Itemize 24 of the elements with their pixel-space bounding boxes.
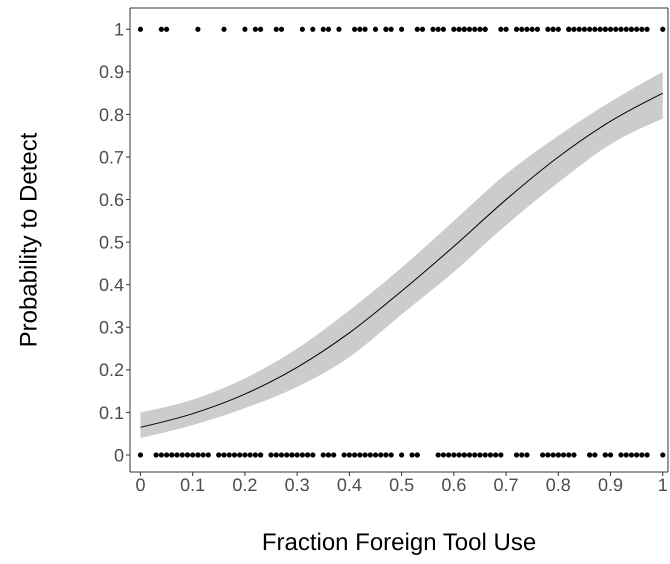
x-tick-label: 0.1	[180, 474, 206, 495]
x-tick-label: 1	[658, 474, 668, 495]
x-tick-label: 0.5	[389, 474, 414, 495]
y-tick-label: 0.1	[98, 402, 124, 423]
y-tick-label: 0.8	[98, 104, 124, 125]
y-tick-label: 0.2	[98, 360, 124, 380]
x-tick-label: 0.7	[494, 474, 519, 495]
y-tick-label: 0.3	[98, 318, 124, 338]
y-tick-label: 1	[114, 20, 124, 40]
y-tick-label: 0.5	[98, 232, 124, 253]
x-tick-label: 0.9	[598, 474, 624, 495]
y-tick-label: 0.4	[98, 275, 124, 296]
x-tick-label: 0.4	[336, 474, 362, 495]
x-tick-label: 0.8	[546, 474, 571, 495]
y-tick-label: 0.7	[98, 147, 124, 168]
x-tick-label: 0.3	[284, 474, 310, 495]
x-tick-label: 0.6	[441, 474, 466, 495]
y-tick-label: 0.6	[98, 190, 124, 210]
y-tick-label: 0.9	[98, 62, 124, 82]
x-axis-title: Fraction Foreign Tool Use	[262, 529, 536, 556]
y-axis-title: Probability to Detect	[16, 132, 43, 348]
y-tick-label: 0	[114, 445, 124, 466]
x-tick-label: 0.2	[232, 474, 258, 495]
x-tick-label: 0	[135, 474, 146, 495]
